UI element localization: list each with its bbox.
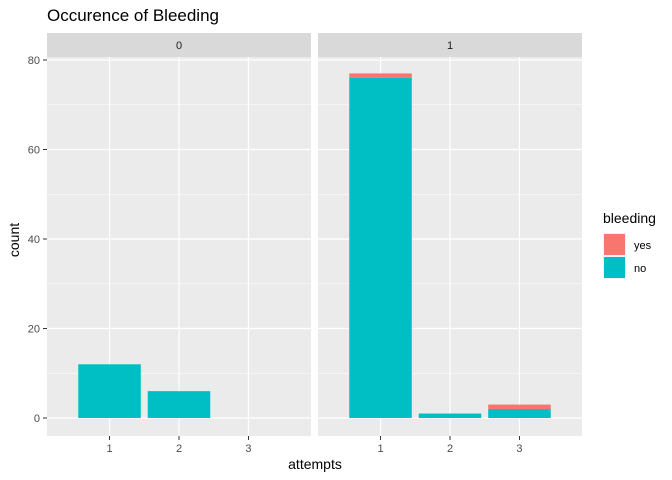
facet-panel-0: 0 1 2 3 0 20 40 60 80 [28,33,311,455]
legend: bleeding yes no [603,210,656,279]
facet-panel-1: 1 1 2 3 [318,33,582,455]
bar-no-panel1-attempt2 [418,413,482,418]
facet-panels: 0 1 2 3 0 20 40 60 80 1 1 2 3 [28,33,582,455]
y-axis-title: count [6,223,22,257]
y-tick-label: 60 [28,145,40,157]
facet-strip [318,33,582,57]
bar-yes-panel1-attempt3 [488,404,551,410]
x-tick-label: 1 [106,443,112,455]
legend-label-yes: yes [634,240,652,252]
x-axis-title: attempts [288,456,342,472]
facet-strip-label: 1 [447,40,453,52]
x-tick-label: 1 [377,443,383,455]
x-tick-label: 3 [516,443,522,455]
legend-label-no: no [634,263,646,275]
chart-title: Occurence of Bleeding [47,6,219,25]
facet-strip [47,33,311,57]
bar-no-panel0-attempt2 [147,391,211,418]
x-tick-label: 3 [245,443,251,455]
legend-key-yes [604,234,625,255]
y-tick-label: 80 [28,55,40,67]
legend-title: bleeding [603,210,656,226]
bar-no-panel1-attempt1 [349,77,412,419]
bar-yes-panel1-attempt1 [349,73,412,78]
y-tick-label: 40 [28,234,40,246]
facet-strip-label: 0 [176,40,182,52]
x-tick-label: 2 [447,443,453,455]
y-tick-label: 20 [28,324,40,336]
bar-no-panel1-attempt3 [488,409,551,418]
bar-no-panel0-attempt1 [78,364,141,418]
y-tick-label: 0 [34,413,40,425]
legend-key-no [604,257,625,278]
x-tick-label: 2 [176,443,182,455]
